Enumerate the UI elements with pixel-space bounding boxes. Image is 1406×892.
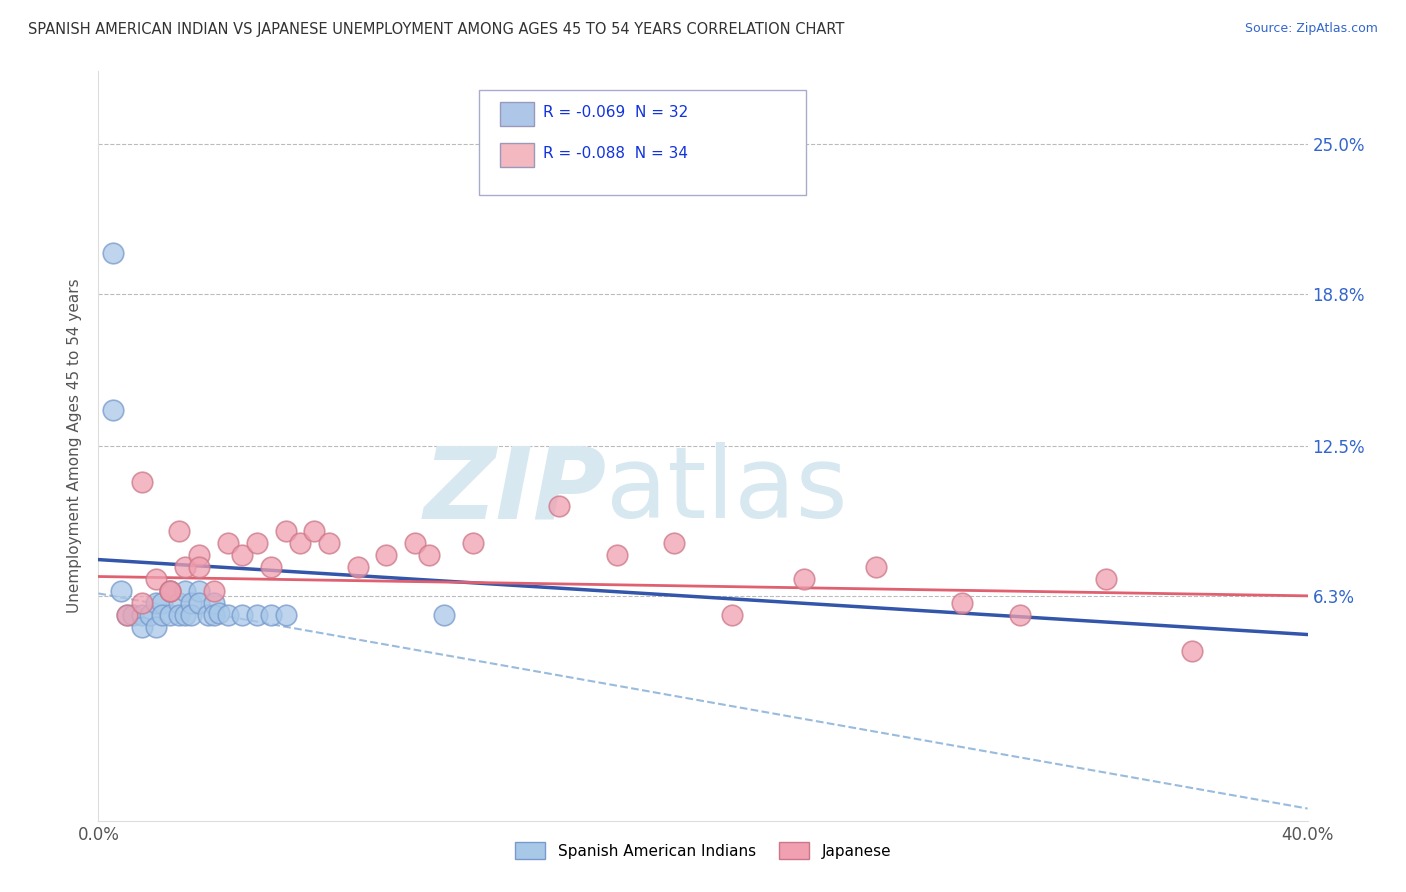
Point bbox=[404, 535, 426, 549]
Point bbox=[346, 559, 368, 574]
Point bbox=[159, 584, 181, 599]
Text: SPANISH AMERICAN INDIAN VS JAPANESE UNEMPLOYMENT AMONG AGES 45 TO 54 YEARS CORRE: SPANISH AMERICAN INDIAN VS JAPANESE UNEM… bbox=[28, 22, 845, 37]
Point bbox=[131, 596, 153, 610]
Point bbox=[246, 535, 269, 549]
Point bbox=[180, 596, 202, 610]
Point bbox=[167, 596, 190, 610]
Point bbox=[110, 584, 132, 599]
Point bbox=[461, 535, 484, 549]
FancyBboxPatch shape bbox=[501, 144, 534, 168]
Point bbox=[433, 608, 456, 623]
Point bbox=[260, 608, 283, 623]
Point bbox=[145, 572, 167, 586]
Point bbox=[202, 584, 225, 599]
Point bbox=[274, 524, 297, 538]
Point bbox=[260, 559, 283, 574]
Point bbox=[139, 608, 162, 623]
Point bbox=[150, 596, 173, 610]
Point bbox=[274, 608, 297, 623]
FancyBboxPatch shape bbox=[479, 90, 806, 195]
Point bbox=[217, 608, 239, 623]
Y-axis label: Unemployment Among Ages 45 to 54 years: Unemployment Among Ages 45 to 54 years bbox=[67, 278, 83, 614]
Point bbox=[122, 608, 145, 623]
Text: atlas: atlas bbox=[606, 442, 848, 540]
Point bbox=[418, 548, 440, 562]
FancyBboxPatch shape bbox=[501, 102, 534, 126]
Point bbox=[101, 402, 124, 417]
Point bbox=[202, 608, 225, 623]
Point bbox=[304, 524, 326, 538]
Point bbox=[793, 572, 815, 586]
Text: R = -0.088  N = 34: R = -0.088 N = 34 bbox=[543, 146, 689, 161]
Point bbox=[246, 608, 269, 623]
Point bbox=[145, 596, 167, 610]
Point bbox=[188, 548, 211, 562]
Point bbox=[131, 475, 153, 490]
Point bbox=[159, 608, 181, 623]
Point bbox=[167, 608, 190, 623]
Point bbox=[131, 620, 153, 634]
Point bbox=[208, 606, 231, 620]
Point bbox=[1181, 644, 1204, 658]
Point bbox=[231, 608, 253, 623]
Point bbox=[1008, 608, 1031, 623]
Point bbox=[318, 535, 340, 549]
Point bbox=[150, 608, 173, 623]
Point bbox=[288, 535, 311, 549]
Point bbox=[548, 500, 571, 514]
Point bbox=[115, 608, 138, 623]
Point bbox=[167, 524, 190, 538]
Point bbox=[950, 596, 973, 610]
Point bbox=[865, 559, 887, 574]
Text: R = -0.069  N = 32: R = -0.069 N = 32 bbox=[543, 105, 689, 120]
Text: ZIP: ZIP bbox=[423, 442, 606, 540]
Point bbox=[115, 608, 138, 623]
Point bbox=[231, 548, 253, 562]
Point bbox=[720, 608, 742, 623]
Point bbox=[159, 584, 181, 599]
Point bbox=[188, 596, 211, 610]
Point bbox=[101, 245, 124, 260]
Point bbox=[664, 535, 686, 549]
Point bbox=[131, 608, 153, 623]
Legend: Spanish American Indians, Japanese: Spanish American Indians, Japanese bbox=[509, 836, 897, 865]
Point bbox=[188, 584, 211, 599]
Point bbox=[159, 584, 181, 599]
Point bbox=[145, 620, 167, 634]
Point bbox=[188, 559, 211, 574]
Point bbox=[606, 548, 628, 562]
Point bbox=[217, 535, 239, 549]
Point bbox=[173, 584, 195, 599]
Point bbox=[180, 608, 202, 623]
Point bbox=[173, 608, 195, 623]
Point bbox=[197, 608, 219, 623]
Point bbox=[1095, 572, 1118, 586]
Point bbox=[375, 548, 398, 562]
Point bbox=[202, 596, 225, 610]
Text: Source: ZipAtlas.com: Source: ZipAtlas.com bbox=[1244, 22, 1378, 36]
Point bbox=[173, 559, 195, 574]
